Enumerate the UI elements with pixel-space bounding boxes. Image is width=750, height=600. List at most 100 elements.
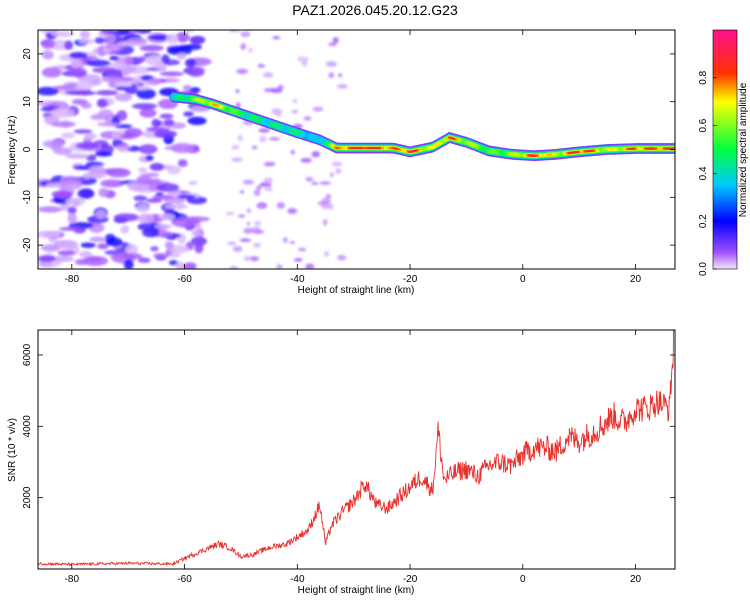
spectrogram-noise-blob bbox=[183, 111, 194, 117]
spectrogram-noise-blob bbox=[331, 161, 343, 167]
spectrogram-noise-blob bbox=[45, 182, 62, 188]
spectrogram-noise-blob bbox=[67, 212, 77, 224]
spectrogram-noise-blob bbox=[161, 54, 170, 64]
spectrogram-noise-blob bbox=[291, 110, 299, 114]
snr-x-tick-label: -60 bbox=[177, 574, 192, 585]
spectrogram-noise-blob bbox=[297, 247, 307, 252]
spectrogram-noise-blob bbox=[335, 168, 342, 174]
spectrogram-noise-blob bbox=[97, 243, 109, 250]
spectrogram-noise-blob bbox=[149, 162, 165, 172]
spectrogram-noise-blob bbox=[176, 194, 196, 199]
spectrogram-noise-blob bbox=[159, 113, 174, 119]
spectrogram-noise-blob bbox=[328, 72, 335, 79]
spectrogram-noise-blob bbox=[249, 255, 260, 262]
spectrogram-noise-blob bbox=[305, 263, 315, 269]
spectrogram-noise-blob bbox=[227, 241, 237, 246]
spectrogram-noise-blob bbox=[164, 145, 187, 151]
spectrogram-ridge-cell bbox=[380, 146, 385, 150]
spectrogram-noise-blob bbox=[187, 116, 207, 126]
spectrogram-noise-blob bbox=[113, 213, 140, 222]
colorbar-ticks: 0.0 0.2 0.4 0.6 0.8 bbox=[698, 70, 717, 276]
snr-panel: -80 -60 -40 -20 0 20 2000 4000 6000 Height of s… bbox=[7, 329, 676, 596]
spectrogram-noise-blob bbox=[146, 198, 163, 203]
spectrogram-noise-blob bbox=[115, 86, 130, 91]
spectrogram-y-tick-label: -10 bbox=[22, 190, 33, 205]
spectrogram-noise-blob bbox=[270, 87, 283, 94]
spectrogram-noise-blob bbox=[143, 172, 160, 177]
spectrogram-noise-blob bbox=[325, 194, 332, 200]
spectrogram-noise-blob bbox=[133, 195, 148, 202]
spectrogram-noise-blob bbox=[319, 181, 332, 185]
spectrogram-noise-blob bbox=[71, 98, 88, 105]
spectrogram-noise-blob bbox=[152, 194, 175, 200]
spectrogram-noise-blob bbox=[235, 89, 240, 94]
spectrogram-noise-blob bbox=[332, 37, 339, 44]
spectrogram-ridge-cell bbox=[637, 147, 641, 150]
spectrogram-noise-blob bbox=[191, 229, 201, 237]
spectrogram-noise-blob bbox=[106, 168, 131, 178]
spectrogram-noise-blob bbox=[100, 30, 113, 35]
spectrogram-noise-blob bbox=[156, 183, 180, 192]
spectrogram-noise-blob bbox=[271, 108, 283, 115]
spectrogram-noise-blob bbox=[95, 209, 107, 219]
spectrogram-noise-blob bbox=[293, 257, 303, 262]
spectrogram-y-tick-label: 20 bbox=[22, 48, 33, 60]
spectrogram-noise-blob bbox=[242, 179, 255, 185]
spectrogram-noise-blob bbox=[177, 159, 188, 168]
spectrogram-noise-blob bbox=[166, 165, 181, 175]
spectrogram-noise-blob bbox=[38, 206, 62, 213]
snr-y-label: SNR (10 * v/v) bbox=[7, 418, 18, 482]
spectrogram-noise-blob bbox=[106, 237, 123, 247]
spectrogram-noise-blob bbox=[40, 244, 61, 252]
spectrogram-noise-blob bbox=[150, 246, 159, 252]
spectrogram-noise-blob bbox=[244, 255, 250, 262]
snr-plot-area bbox=[38, 330, 675, 569]
snr-y-axis: 2000 4000 6000 bbox=[22, 343, 675, 509]
spectrogram-noise-blob bbox=[175, 261, 185, 269]
spectrogram-noise-blob bbox=[147, 78, 161, 86]
spectrogram-noise-blob bbox=[259, 135, 267, 143]
spectrogram-noise-blob bbox=[194, 242, 204, 254]
spectrogram-noise-blob bbox=[240, 31, 251, 38]
spectrogram-noise-blob bbox=[82, 255, 109, 267]
spectrogram-noise-blob bbox=[327, 204, 334, 210]
spectrogram-noise-blob bbox=[184, 30, 195, 33]
chart-title: PAZ1.2026.045.20.12.G23 bbox=[292, 2, 458, 18]
spectrogram-x-tick-label: -20 bbox=[403, 274, 418, 285]
colorbar-label: Normalized spectral amplitude bbox=[738, 82, 749, 217]
spectrogram-ridge-cell bbox=[455, 138, 460, 142]
spectrogram-noise-blob bbox=[275, 113, 282, 117]
spectrogram-noise-blob bbox=[256, 202, 268, 209]
spectrogram-noise-blob bbox=[269, 136, 280, 141]
spectrogram-y-label: Frequency (Hz) bbox=[7, 116, 18, 185]
spectrogram-noise-blob bbox=[231, 144, 240, 151]
spectrogram-noise-blob bbox=[80, 242, 96, 248]
spectrogram-y-tick-label: -20 bbox=[22, 237, 33, 252]
spectrogram-noise-blob bbox=[97, 122, 122, 127]
spectrogram-noise-blob bbox=[131, 103, 158, 110]
spectrogram-noise-blob bbox=[41, 67, 62, 78]
spectrogram-noise-blob bbox=[114, 92, 133, 102]
spectrogram-x-tick-label: 0 bbox=[520, 274, 526, 285]
spectrogram-noise-blob bbox=[97, 109, 114, 120]
spectrogram-noise-blob bbox=[263, 161, 276, 167]
spectrogram-noise-blob bbox=[264, 186, 273, 192]
spectrogram-noise-blob bbox=[51, 190, 73, 198]
spectrogram-noise-blob bbox=[251, 226, 261, 232]
spectrogram-noise-blob bbox=[51, 31, 75, 38]
spectrogram-noise-blob bbox=[82, 172, 92, 180]
spectrogram-noise-blob bbox=[71, 67, 88, 78]
spectrogram-noise-blob bbox=[52, 85, 76, 90]
colorbar-tick-label: 0.2 bbox=[698, 214, 709, 228]
spectrogram-noise-blob bbox=[38, 86, 60, 96]
spectrogram-noise-blob bbox=[136, 175, 153, 185]
spectrogram-noise-blob bbox=[116, 145, 132, 150]
spectrogram-noise-blob bbox=[290, 149, 295, 155]
spectrogram-noise-blob bbox=[188, 180, 198, 185]
colorbar-gradient bbox=[713, 30, 737, 269]
spectrogram-noise-blob bbox=[243, 227, 254, 234]
spectrogram-noise-blob bbox=[78, 38, 95, 44]
spectrogram-noise-blob bbox=[253, 189, 261, 197]
spectrogram-noise-blob bbox=[154, 224, 173, 229]
spectrogram-noise-blob bbox=[171, 217, 197, 228]
